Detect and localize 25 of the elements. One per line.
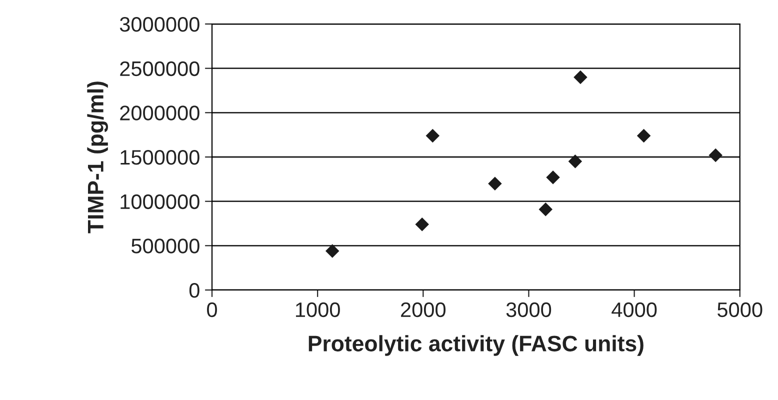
point bbox=[488, 177, 502, 190]
point bbox=[426, 129, 440, 142]
y-tick-label: 2500000 bbox=[120, 61, 200, 76]
point bbox=[546, 170, 560, 184]
y-tick-label: 0 bbox=[189, 283, 200, 298]
x-tick-label: 5000 bbox=[718, 302, 762, 318]
point bbox=[709, 148, 722, 162]
point bbox=[637, 129, 650, 142]
x-tick-label: 4000 bbox=[612, 302, 657, 318]
point bbox=[326, 244, 339, 258]
y-tick-label: 1000000 bbox=[120, 194, 200, 210]
y-axis-title: TIMP-1 (pg/ml) bbox=[87, 82, 108, 234]
x-axis-title: Proteolytic activity (FASC units) bbox=[308, 335, 644, 356]
y-tick-label: 1500000 bbox=[120, 150, 200, 165]
point bbox=[574, 70, 588, 84]
y-tick-label: 3000000 bbox=[120, 17, 200, 32]
y-tick-label: 500000 bbox=[132, 238, 200, 254]
y-tick-label: 2000000 bbox=[120, 106, 200, 120]
point bbox=[568, 154, 582, 168]
x-tick-label: 2000 bbox=[401, 302, 446, 318]
x-tick-label: 1000 bbox=[296, 302, 340, 318]
point bbox=[539, 202, 552, 216]
x-tick-label: 3000 bbox=[506, 302, 552, 318]
x-tick-label: 0 bbox=[207, 302, 217, 318]
point bbox=[416, 218, 429, 231]
